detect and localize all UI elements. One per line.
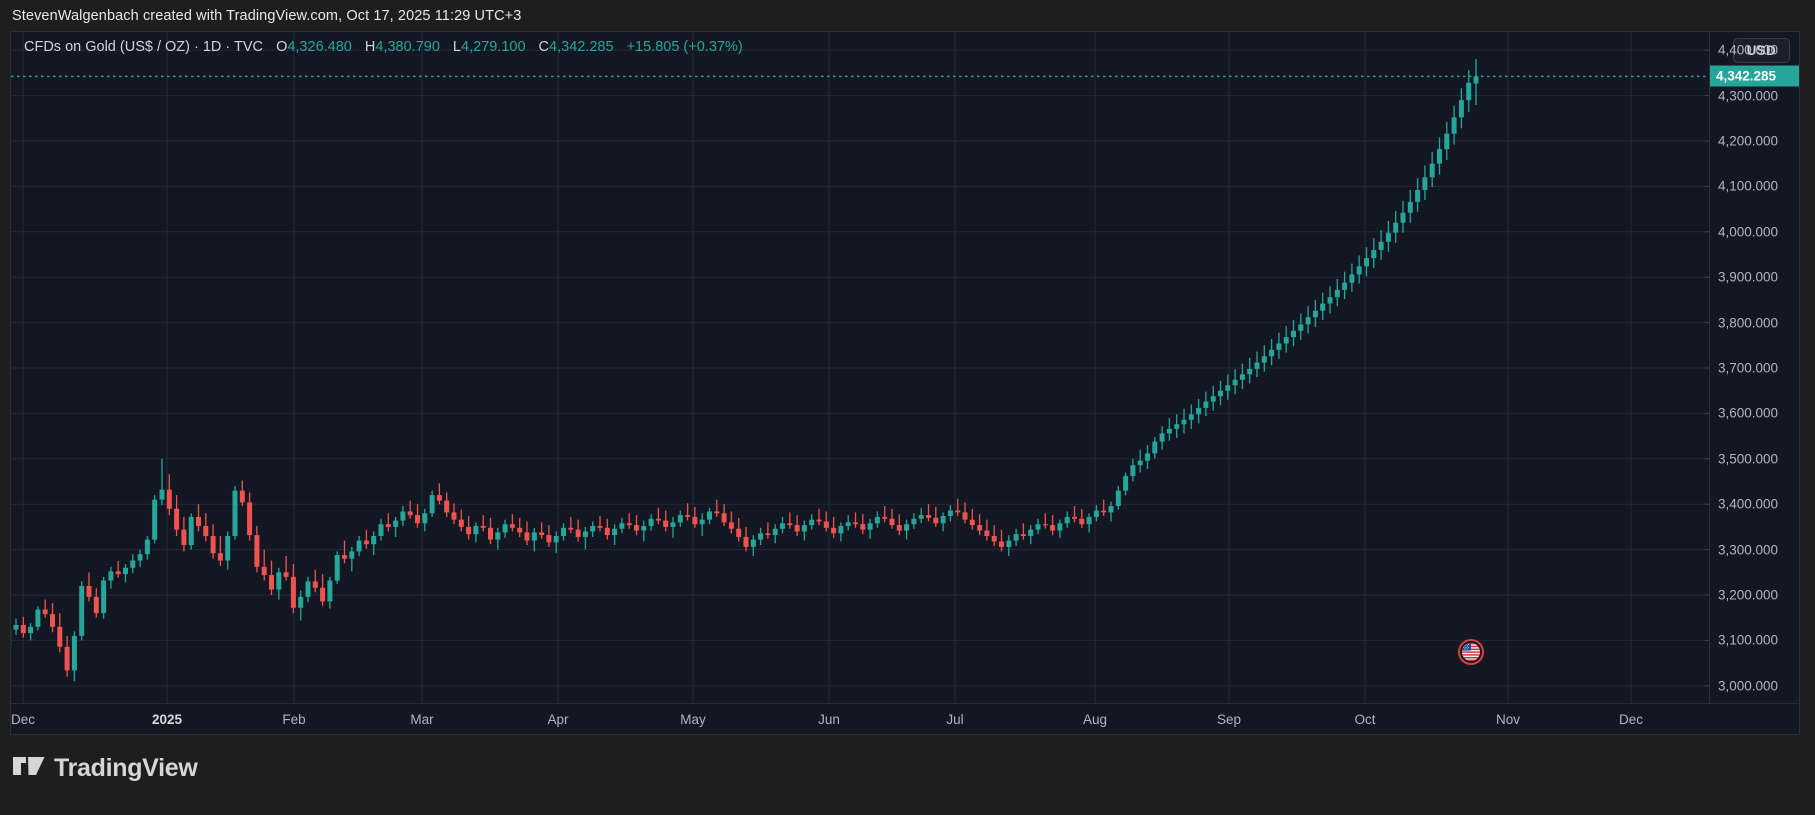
price-tick: 3,800.000 — [1718, 315, 1779, 331]
time-tick: Feb — [282, 712, 306, 727]
price-tick: 3,700.000 — [1718, 360, 1779, 376]
price-tick: 4,200.000 — [1718, 133, 1779, 149]
price-tick: 4,100.000 — [1718, 178, 1779, 194]
price-tick: 3,000.000 — [1718, 678, 1779, 694]
price-tick: 4,000.000 — [1718, 224, 1779, 240]
price-tick: 3,500.000 — [1718, 451, 1779, 467]
price-tick: 3,900.000 — [1718, 269, 1779, 285]
price-tick: 3,100.000 — [1718, 632, 1779, 648]
price-tick: 4,300.000 — [1718, 88, 1779, 104]
last-price-label: 4,342.285 — [1710, 65, 1799, 87]
us-flag-glyph — [1462, 642, 1480, 661]
time-tick: Nov — [1495, 712, 1521, 727]
chart-gridlines — [11, 32, 1711, 704]
tradingview-wordmark: TradingView — [54, 754, 198, 782]
tradingview-mark-icon — [13, 754, 45, 783]
time-tick: Dec — [1618, 712, 1644, 727]
time-tick: Dec — [10, 712, 36, 727]
candlestick-series — [11, 58, 1479, 682]
attribution-text: StevenWalgenbach created with TradingVie… — [12, 8, 522, 24]
time-tick: May — [680, 712, 706, 727]
price-tick: 3,400.000 — [1718, 496, 1779, 512]
last-price-line — [11, 75, 1711, 78]
price-tick: 3,600.000 — [1718, 405, 1779, 421]
time-tick: Jul — [946, 712, 964, 727]
currency-badge[interactable]: USD — [1732, 38, 1790, 63]
plot-area[interactable] — [11, 32, 1711, 704]
time-tick: Sep — [1216, 712, 1242, 727]
chart-pane[interactable]: CFDs on Gold (US$ / OZ) · 1D · TVC O4,32… — [10, 31, 1800, 735]
tradingview-logo: TradingView — [13, 754, 198, 783]
time-tick: Oct — [1354, 712, 1376, 727]
time-tick: 2025 — [151, 712, 183, 727]
price-axis[interactable]: USD 4,400.000 4,300.000 4,200.000 4,100.000… — [1709, 32, 1799, 704]
time-axis[interactable]: Dec 2025 Feb Mar Apr May Jun Jul Aug Sep Oct Nov Dec — [10, 703, 1799, 734]
price-tick: 3,200.000 — [1718, 587, 1779, 603]
time-tick: Mar — [410, 712, 434, 727]
price-tick: 4,400.000 — [1718, 42, 1779, 58]
time-tick: Aug — [1082, 712, 1108, 727]
us-economic-event-flag-icon[interactable] — [1458, 638, 1484, 665]
price-tick: 3,300.000 — [1718, 542, 1779, 558]
time-tick: Apr — [547, 712, 569, 727]
time-tick: Jun — [818, 712, 840, 727]
